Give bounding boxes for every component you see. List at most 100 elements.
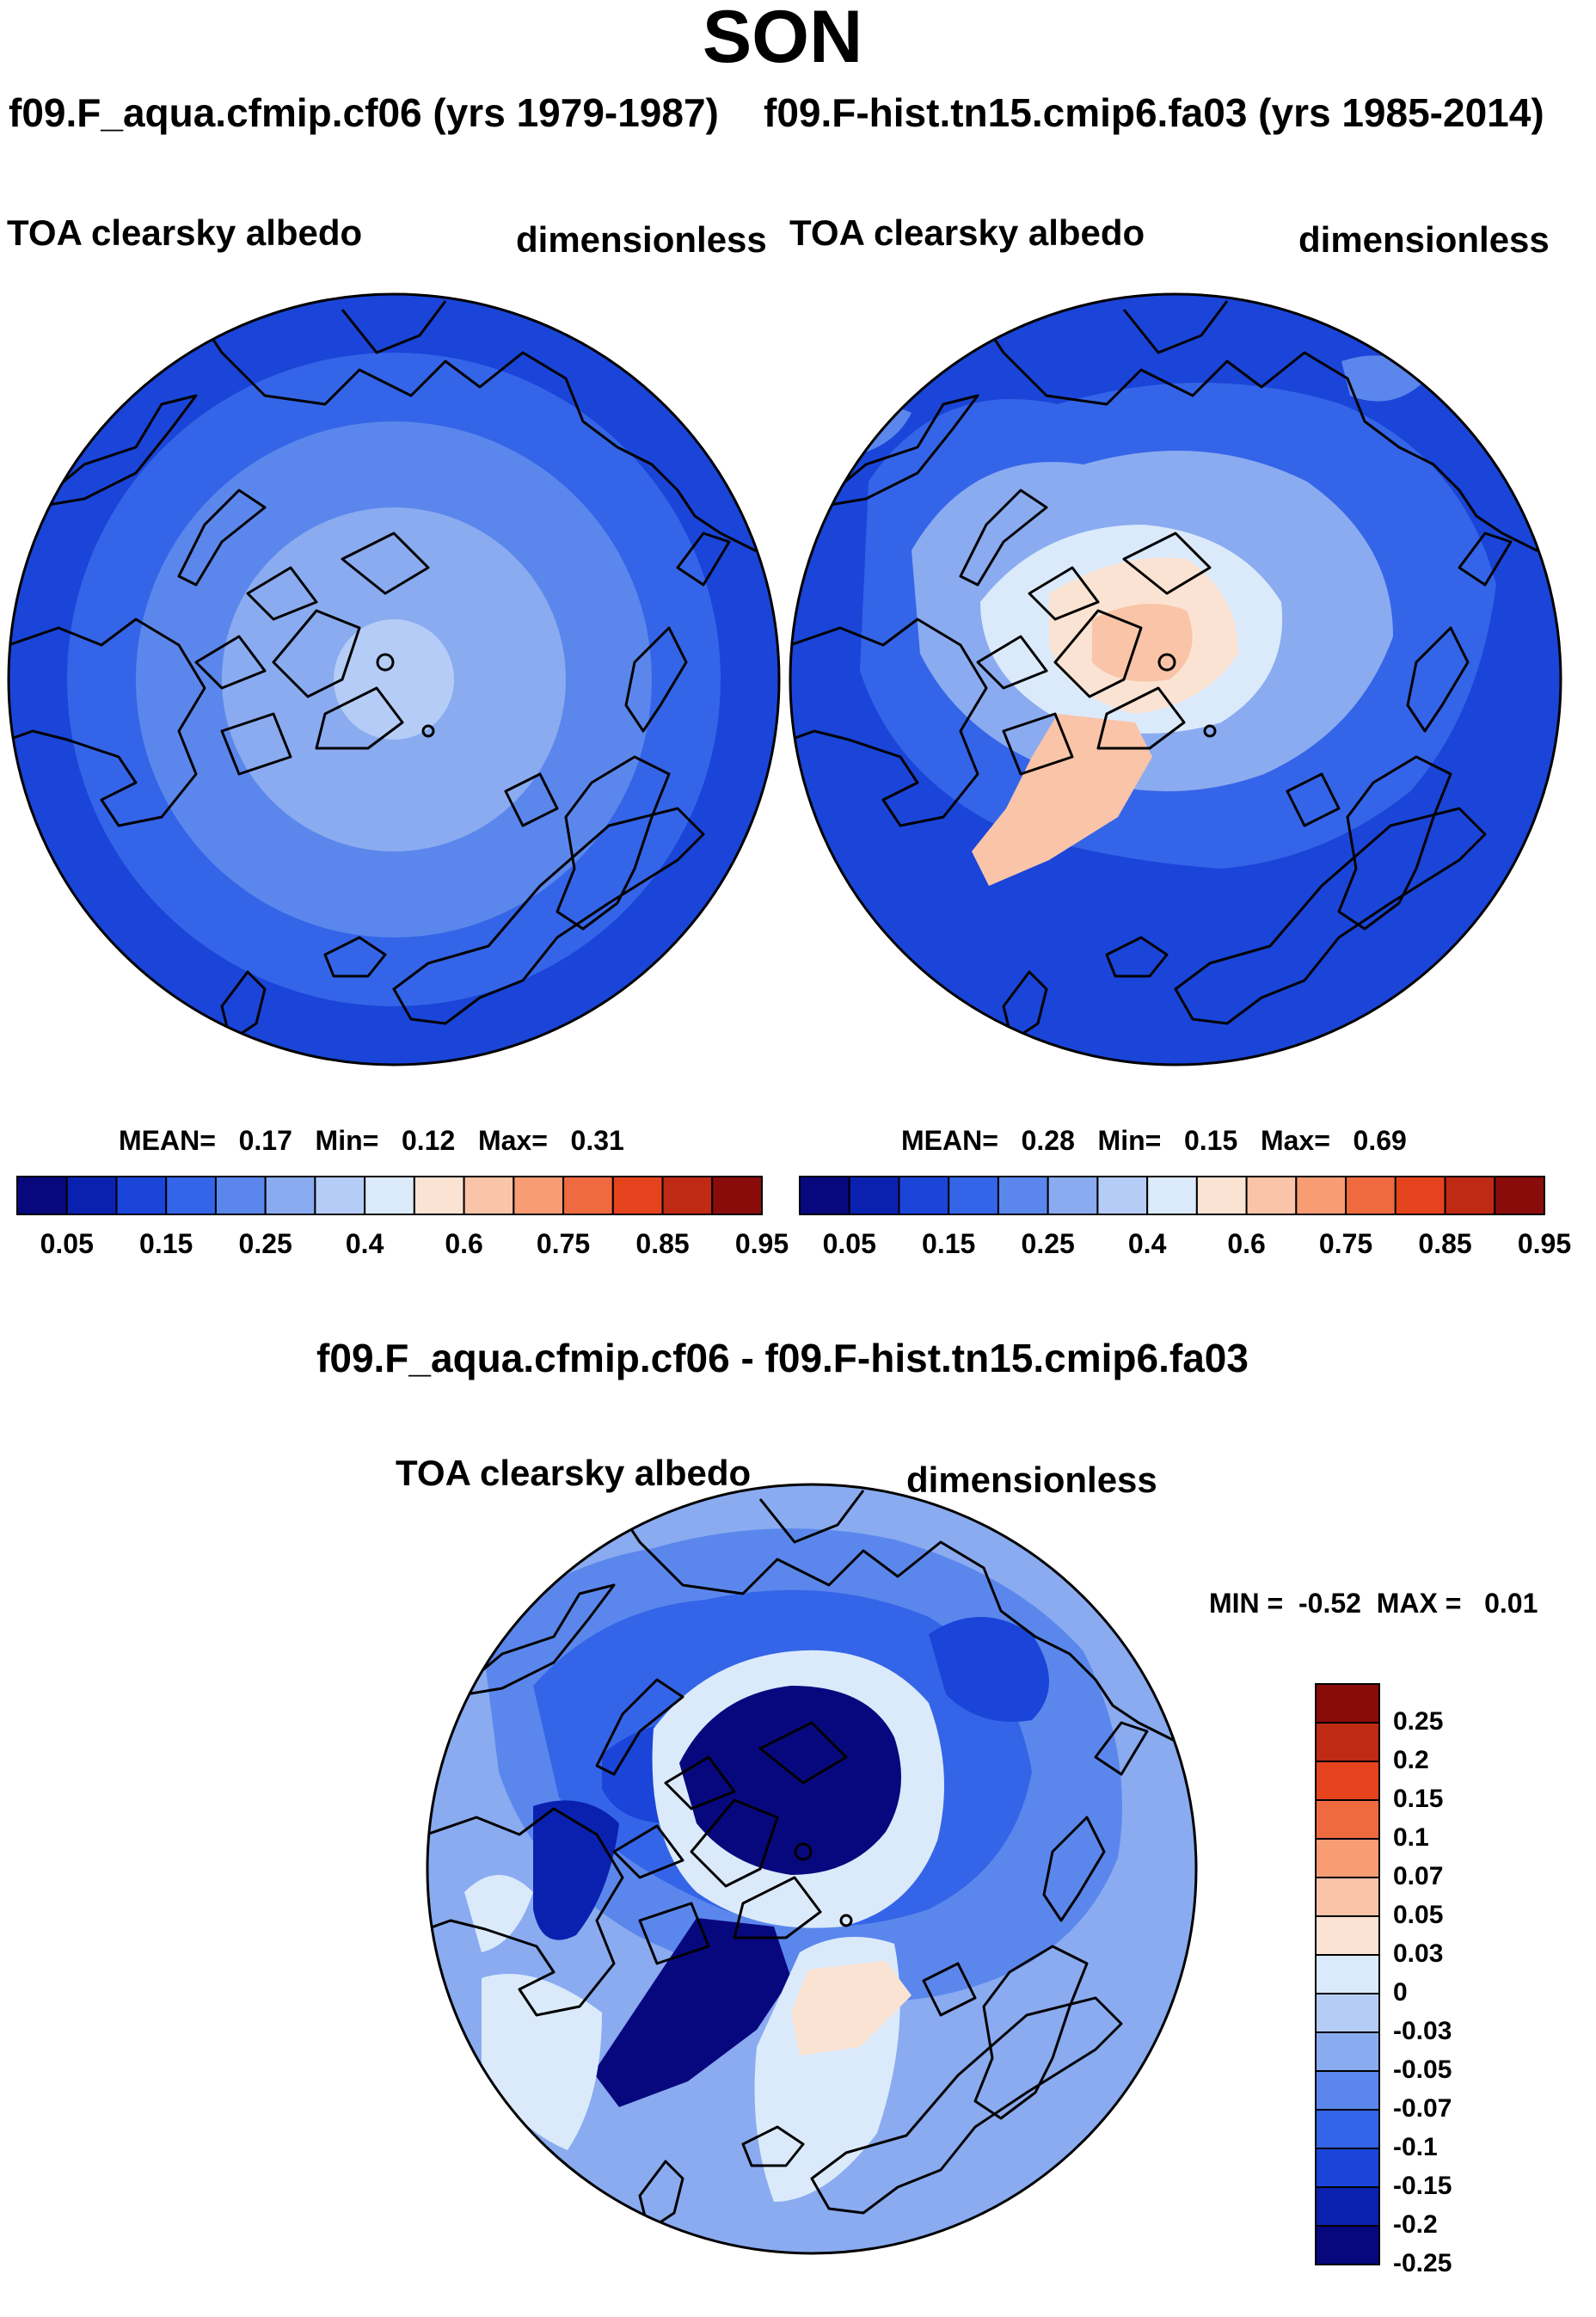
right-mean-label: MEAN= [901, 1125, 998, 1156]
left-colorbar-box [16, 1176, 68, 1215]
right-colorbar-box [1394, 1176, 1446, 1215]
left-colorbar [16, 1176, 763, 1215]
diff-minmax: MIN = -0.52 MAX = 0.01 [1209, 1589, 1538, 1617]
diff-colorbar-label: 0 [1393, 1978, 1408, 2007]
left-colorbar-box [364, 1176, 415, 1215]
left-colorbar-label: 0.95 [734, 1228, 789, 1259]
left-colorbar-box [264, 1176, 316, 1215]
diff-colorbar-box [1315, 2225, 1380, 2265]
left-mean-label: MEAN= [119, 1125, 216, 1156]
left-colorbar-box [711, 1176, 763, 1215]
right-case-title: f09.F-hist.tn15.cmip6.fa03 (yrs 1985-201… [764, 90, 1544, 135]
left-max-label: Max= [477, 1125, 548, 1156]
diff-colorbar-label: -0.15 [1393, 2172, 1452, 2200]
right-max-value: 0.69 [1353, 1125, 1407, 1156]
left-max-value: 0.31 [570, 1125, 624, 1156]
left-case-title: f09.F_aqua.cfmip.cf06 (yrs 1979-1987) [9, 90, 719, 135]
right-colorbar-label: 0.25 [1021, 1228, 1075, 1259]
left-colorbar-box [562, 1176, 614, 1215]
right-colorbar-box [1146, 1176, 1198, 1215]
left-colorbar-box [611, 1176, 664, 1215]
left-colorbar-box [65, 1176, 118, 1215]
right-colorbar-label: 0.95 [1517, 1228, 1572, 1259]
right-units-label: dimensionless [1298, 219, 1550, 260]
left-min-label: Min= [315, 1125, 379, 1156]
right-colorbar-label: 0.4 [1127, 1228, 1167, 1259]
left-min-value: 0.12 [401, 1125, 456, 1156]
right-colorbar-label: 0.05 [822, 1228, 876, 1259]
right-colorbar-box [848, 1176, 900, 1215]
season-title: SON [702, 0, 863, 78]
diff-max-value: 0.01 [1484, 1588, 1538, 1619]
diff-colorbar-label: 0.05 [1393, 1901, 1444, 1929]
right-mean-value: 0.28 [1021, 1125, 1075, 1156]
left-colorbar-label: 0.25 [238, 1228, 292, 1259]
diff-min-value: -0.52 [1298, 1588, 1361, 1619]
right-min-value: 0.15 [1183, 1125, 1238, 1156]
right-colorbar-box [1444, 1176, 1496, 1215]
diff-min-label: MIN = [1209, 1588, 1284, 1619]
diff-colorbar-label: 0.07 [1393, 1862, 1444, 1890]
diff-max-label: MAX = [1376, 1588, 1462, 1619]
diff-colorbar-box [1315, 2148, 1380, 2188]
diff-colorbar-box [1315, 2031, 1380, 2072]
right-colorbar-box [1494, 1176, 1546, 1215]
right-colorbar [799, 1176, 1546, 1215]
right-colorbar-box [1195, 1176, 1248, 1215]
diff-colorbar-label: -0.07 [1393, 2094, 1452, 2123]
right-colorbar-box [799, 1176, 850, 1215]
right-colorbar-box [1096, 1176, 1149, 1215]
right-colorbar-label: 0.6 [1227, 1228, 1266, 1259]
diff-colorbar-label: -0.05 [1393, 2056, 1452, 2084]
left-units-label: dimensionless [516, 219, 767, 260]
diff-colorbar [1315, 1683, 1380, 2265]
right-stats: MEAN= 0.28 Min= 0.15 Max= 0.69 [901, 1127, 1407, 1154]
diff-variable-label: TOA clearsky albedo [396, 1453, 752, 1493]
diff-colorbar-box [1315, 1877, 1380, 1917]
right-colorbar-box [898, 1176, 950, 1215]
diff-colorbar-box [1315, 1993, 1380, 2033]
diff-colorbar-box [1315, 2186, 1380, 2227]
right-colorbar-box [1345, 1176, 1396, 1215]
left-colorbar-label: 0.15 [139, 1228, 193, 1259]
diff-colorbar-box [1315, 1838, 1380, 1878]
diff-colorbar-label: 0.2 [1393, 1746, 1429, 1774]
left-colorbar-box [214, 1176, 267, 1215]
left-stats: MEAN= 0.17 Min= 0.12 Max= 0.31 [119, 1127, 624, 1154]
left-colorbar-box [463, 1176, 515, 1215]
left-colorbar-label: 0.75 [536, 1228, 591, 1259]
left-colorbar-label: 0.05 [40, 1228, 94, 1259]
left-colorbar-box [513, 1176, 565, 1215]
right-colorbar-box [1295, 1176, 1347, 1215]
diff-colorbar-label: -0.1 [1393, 2133, 1438, 2161]
right-colorbar-label: 0.85 [1418, 1228, 1472, 1259]
right-colorbar-box [997, 1176, 1049, 1215]
diff-colorbar-box [1315, 1954, 1380, 1994]
diff-colorbar-box [1315, 2109, 1380, 2149]
diff-colorbar-label: 0.03 [1393, 1939, 1444, 1968]
diff-colorbar-label: 0.15 [1393, 1785, 1444, 1813]
left-variable-label: TOA clearsky albedo [7, 212, 363, 253]
diff-colorbar-box [1315, 1683, 1380, 1724]
diff-colorbar-label: -0.03 [1393, 2017, 1452, 2045]
left-colorbar-box [661, 1176, 714, 1215]
diff-colorbar-box [1315, 1799, 1380, 1840]
right-variable-label: TOA clearsky albedo [789, 212, 1145, 253]
left-colorbar-box [413, 1176, 465, 1215]
left-colorbar-label: 0.4 [345, 1228, 384, 1259]
diff-colorbar-label: -0.2 [1393, 2210, 1438, 2239]
right-colorbar-label: 0.75 [1318, 1228, 1373, 1259]
diff-colorbar-box [1315, 1761, 1380, 1801]
diff-colorbar-box [1315, 2070, 1380, 2111]
left-colorbar-label: 0.6 [445, 1228, 483, 1259]
right-colorbar-label: 0.15 [922, 1228, 976, 1259]
left-colorbar-box [314, 1176, 366, 1215]
right-min-label: Min= [1097, 1125, 1162, 1156]
diff-colorbar-label: 0.25 [1393, 1707, 1444, 1736]
left-colorbar-box [115, 1176, 168, 1215]
left-colorbar-box [165, 1176, 217, 1215]
left-colorbar-label: 0.85 [635, 1228, 690, 1259]
left-map-border [7, 292, 781, 1066]
left-mean-value: 0.17 [238, 1125, 292, 1156]
